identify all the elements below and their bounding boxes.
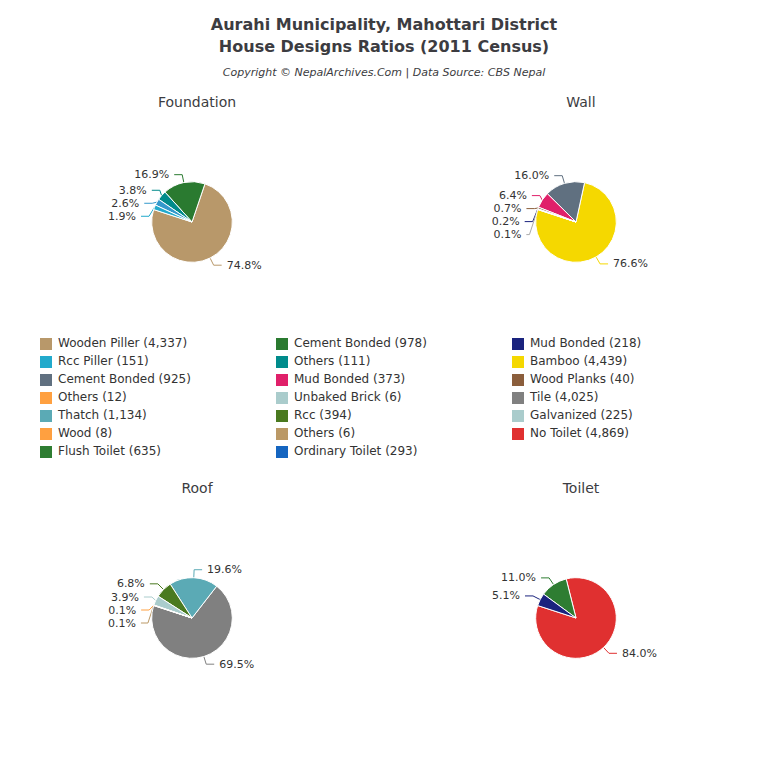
svg-text:0.2%: 0.2% bbox=[492, 215, 520, 228]
svg-text:Others (12): Others (12) bbox=[58, 390, 127, 404]
svg-text:0.7%: 0.7% bbox=[493, 202, 521, 215]
svg-text:No Toilet (4,869): No Toilet (4,869) bbox=[530, 426, 629, 440]
svg-text:6.4%: 6.4% bbox=[499, 189, 527, 202]
svg-text:Thatch (1,134): Thatch (1,134) bbox=[57, 408, 147, 422]
svg-text:19.6%: 19.6% bbox=[207, 563, 242, 576]
svg-text:Others (6): Others (6) bbox=[294, 426, 355, 440]
svg-text:16.9%: 16.9% bbox=[134, 168, 169, 181]
svg-text:0.1%: 0.1% bbox=[108, 604, 136, 617]
svg-text:Wood (8): Wood (8) bbox=[58, 426, 112, 440]
svg-text:House Designs Ratios (2011 Cen: House Designs Ratios (2011 Census) bbox=[219, 37, 549, 56]
svg-text:Copyright © NepalArchives.Com: Copyright © NepalArchives.Com | Data Sou… bbox=[223, 66, 545, 79]
svg-text:Foundation: Foundation bbox=[158, 94, 236, 110]
svg-text:0.1%: 0.1% bbox=[493, 228, 521, 241]
svg-text:5.1%: 5.1% bbox=[492, 589, 520, 602]
svg-text:Others (111): Others (111) bbox=[294, 354, 370, 368]
svg-text:Toilet: Toilet bbox=[562, 480, 600, 496]
svg-text:Aurahi Municipality, Mahottari: Aurahi Municipality, Mahottari District bbox=[211, 15, 558, 34]
svg-text:Wood Planks (40): Wood Planks (40) bbox=[530, 372, 634, 386]
svg-text:1.9%: 1.9% bbox=[108, 210, 136, 223]
svg-text:16.0%: 16.0% bbox=[514, 169, 549, 182]
svg-text:Roof: Roof bbox=[181, 480, 213, 496]
svg-text:84.0%: 84.0% bbox=[622, 647, 657, 660]
svg-text:Ordinary Toilet (293): Ordinary Toilet (293) bbox=[294, 444, 417, 458]
svg-text:Galvanized (225): Galvanized (225) bbox=[530, 408, 633, 422]
svg-text:6.8%: 6.8% bbox=[117, 577, 145, 590]
svg-text:Cement Bonded (925): Cement Bonded (925) bbox=[58, 372, 191, 386]
svg-text:Rcc Piller (151): Rcc Piller (151) bbox=[58, 354, 149, 368]
svg-text:Flush Toilet (635): Flush Toilet (635) bbox=[58, 444, 161, 458]
svg-text:69.5%: 69.5% bbox=[219, 658, 254, 671]
svg-text:Mud Bonded (373): Mud Bonded (373) bbox=[294, 372, 405, 386]
svg-text:Wall: Wall bbox=[566, 94, 595, 110]
svg-text:0.1%: 0.1% bbox=[108, 617, 136, 630]
svg-text:Bamboo (4,439): Bamboo (4,439) bbox=[530, 354, 627, 368]
svg-text:3.9%: 3.9% bbox=[111, 591, 139, 604]
svg-text:Wooden Piller (4,337): Wooden Piller (4,337) bbox=[58, 336, 187, 350]
svg-text:74.8%: 74.8% bbox=[227, 259, 262, 272]
svg-text:Rcc (394): Rcc (394) bbox=[294, 408, 352, 422]
svg-text:Mud Bonded (218): Mud Bonded (218) bbox=[530, 336, 641, 350]
svg-text:3.8%: 3.8% bbox=[119, 184, 147, 197]
svg-text:Tile (4,025): Tile (4,025) bbox=[529, 390, 599, 404]
svg-text:11.0%: 11.0% bbox=[501, 571, 536, 584]
svg-text:2.6%: 2.6% bbox=[111, 197, 139, 210]
svg-text:Unbaked Brick (6): Unbaked Brick (6) bbox=[294, 390, 402, 404]
svg-text:76.6%: 76.6% bbox=[613, 257, 648, 270]
svg-text:Cement Bonded (978): Cement Bonded (978) bbox=[294, 336, 427, 350]
